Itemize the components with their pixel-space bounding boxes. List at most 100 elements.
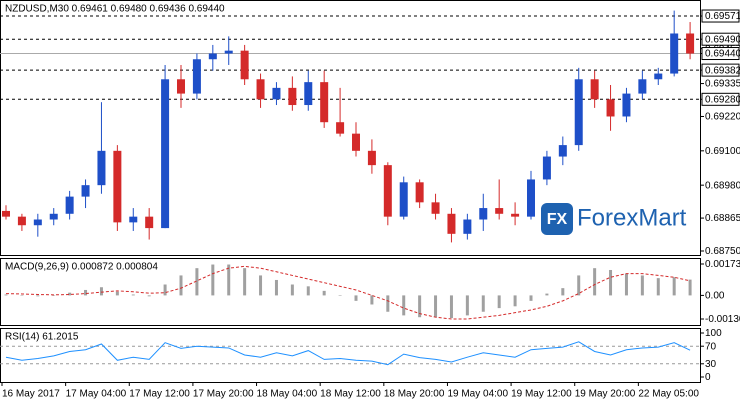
candle-body — [224, 50, 233, 54]
y-tick-label: 0.69280 — [705, 94, 740, 105]
candle-body — [654, 73, 663, 80]
candle-body — [415, 182, 424, 203]
macd-bar — [227, 264, 231, 296]
candle-body — [511, 213, 520, 217]
macd-bar — [545, 293, 549, 296]
macd-bar — [20, 295, 24, 296]
candle-body — [495, 208, 504, 214]
y-tick-label: 0 — [705, 372, 711, 383]
candle-body — [479, 208, 488, 220]
macd-bar — [481, 295, 485, 312]
watermark: ForexMart — [577, 204, 687, 231]
macd-bar — [147, 295, 151, 297]
macd-bar — [640, 275, 644, 296]
macd-bar — [354, 295, 358, 301]
x-tick-label: 17 May 20:00 — [193, 389, 254, 400]
macd-bar — [370, 295, 374, 305]
y-tick-label: 0.68980 — [705, 180, 740, 191]
macd-bar — [115, 291, 119, 296]
x-tick-label: 16 May 2017 — [2, 389, 60, 400]
panel-title: NZDUSD,M30 0.69461 0.69480 0.69436 0.694… — [5, 4, 225, 15]
candle-body — [542, 156, 551, 180]
y-tick-label: 30 — [705, 359, 717, 370]
y-tick-label: 0.00 — [705, 291, 725, 302]
candle-body — [320, 82, 329, 123]
macd-bar — [418, 295, 422, 318]
candle-body — [33, 219, 42, 226]
candle-body — [352, 133, 360, 151]
macd-bar — [497, 295, 501, 309]
x-tick-label: 19 May 12:00 — [511, 389, 572, 400]
candle-body — [288, 87, 297, 106]
y-tick-label: -0.00130 — [705, 314, 740, 325]
y-tick-label: 0.00173 — [705, 259, 740, 270]
macd-bar — [195, 268, 199, 296]
macd-bar — [577, 275, 581, 296]
panel-title: MACD(9,26,9) 0.000872 0.000804 — [5, 262, 158, 273]
candle-body — [304, 82, 313, 106]
candle-body — [17, 216, 26, 226]
candle-body — [558, 145, 567, 157]
macd-bar — [163, 284, 167, 296]
candle-body — [606, 99, 615, 117]
price-label-box — [701, 47, 740, 61]
candle-body — [447, 213, 456, 234]
y-tick-label: 0.69220 — [705, 112, 740, 123]
candle-body — [431, 202, 440, 214]
candle-body — [272, 87, 281, 100]
candle-body — [145, 216, 154, 229]
macd-bar — [4, 294, 8, 296]
candle-body — [670, 33, 679, 74]
macd-bar — [624, 273, 628, 296]
candle-body — [527, 179, 535, 217]
candle-body — [2, 210, 10, 217]
macd-bar — [179, 275, 183, 296]
logo-icon: FX — [547, 211, 568, 228]
macd-bar — [449, 295, 453, 319]
macd-bar — [322, 290, 326, 296]
macd-bar — [338, 295, 342, 296]
candle-body — [113, 150, 122, 223]
panel-frame — [0, 328, 701, 383]
macd-bar — [84, 289, 88, 296]
rsi-line — [5, 341, 691, 366]
x-tick-label: 19 May 20:00 — [575, 389, 636, 400]
macd-bar — [131, 294, 135, 296]
candle-body — [383, 165, 392, 217]
candle-body — [336, 122, 345, 134]
macd-bar — [52, 295, 56, 296]
x-tick-label: 19 May 04:00 — [447, 389, 508, 400]
panel-title: RSI(14) 61.2015 — [5, 332, 79, 343]
price-label-box — [701, 32, 740, 46]
y-tick-label: 0.68750 — [705, 246, 740, 257]
candle-body — [622, 93, 631, 117]
y-tick-label: 0.69100 — [705, 146, 740, 157]
candle-body — [177, 79, 185, 94]
candle-body — [208, 53, 217, 60]
candle-body — [161, 79, 170, 229]
macd-bar — [609, 269, 613, 296]
candle-body — [463, 219, 472, 234]
price-label-box — [701, 92, 740, 106]
candle-body — [590, 79, 599, 100]
price-label-box — [701, 63, 740, 77]
macd-bar — [465, 295, 469, 316]
macd-bar — [656, 278, 660, 296]
price-label-box — [701, 9, 740, 23]
y-tick-label: 70 — [705, 341, 717, 352]
macd-bar — [561, 288, 565, 296]
panel-frame — [0, 258, 701, 326]
signal-line — [5, 265, 691, 320]
y-tick-label: 100 — [705, 328, 722, 339]
x-tick-label: 22 May 05:00 — [638, 389, 699, 400]
macd-bar — [99, 287, 103, 296]
candle-body — [399, 182, 408, 217]
y-tick-label: 0.69382 — [705, 65, 740, 76]
y-tick-label: 0.69440 — [705, 49, 740, 60]
macd-bar — [211, 264, 215, 296]
macd-bar — [402, 295, 406, 316]
candle-body — [367, 150, 376, 166]
macd-bar — [36, 295, 40, 297]
candle-body — [240, 50, 249, 80]
